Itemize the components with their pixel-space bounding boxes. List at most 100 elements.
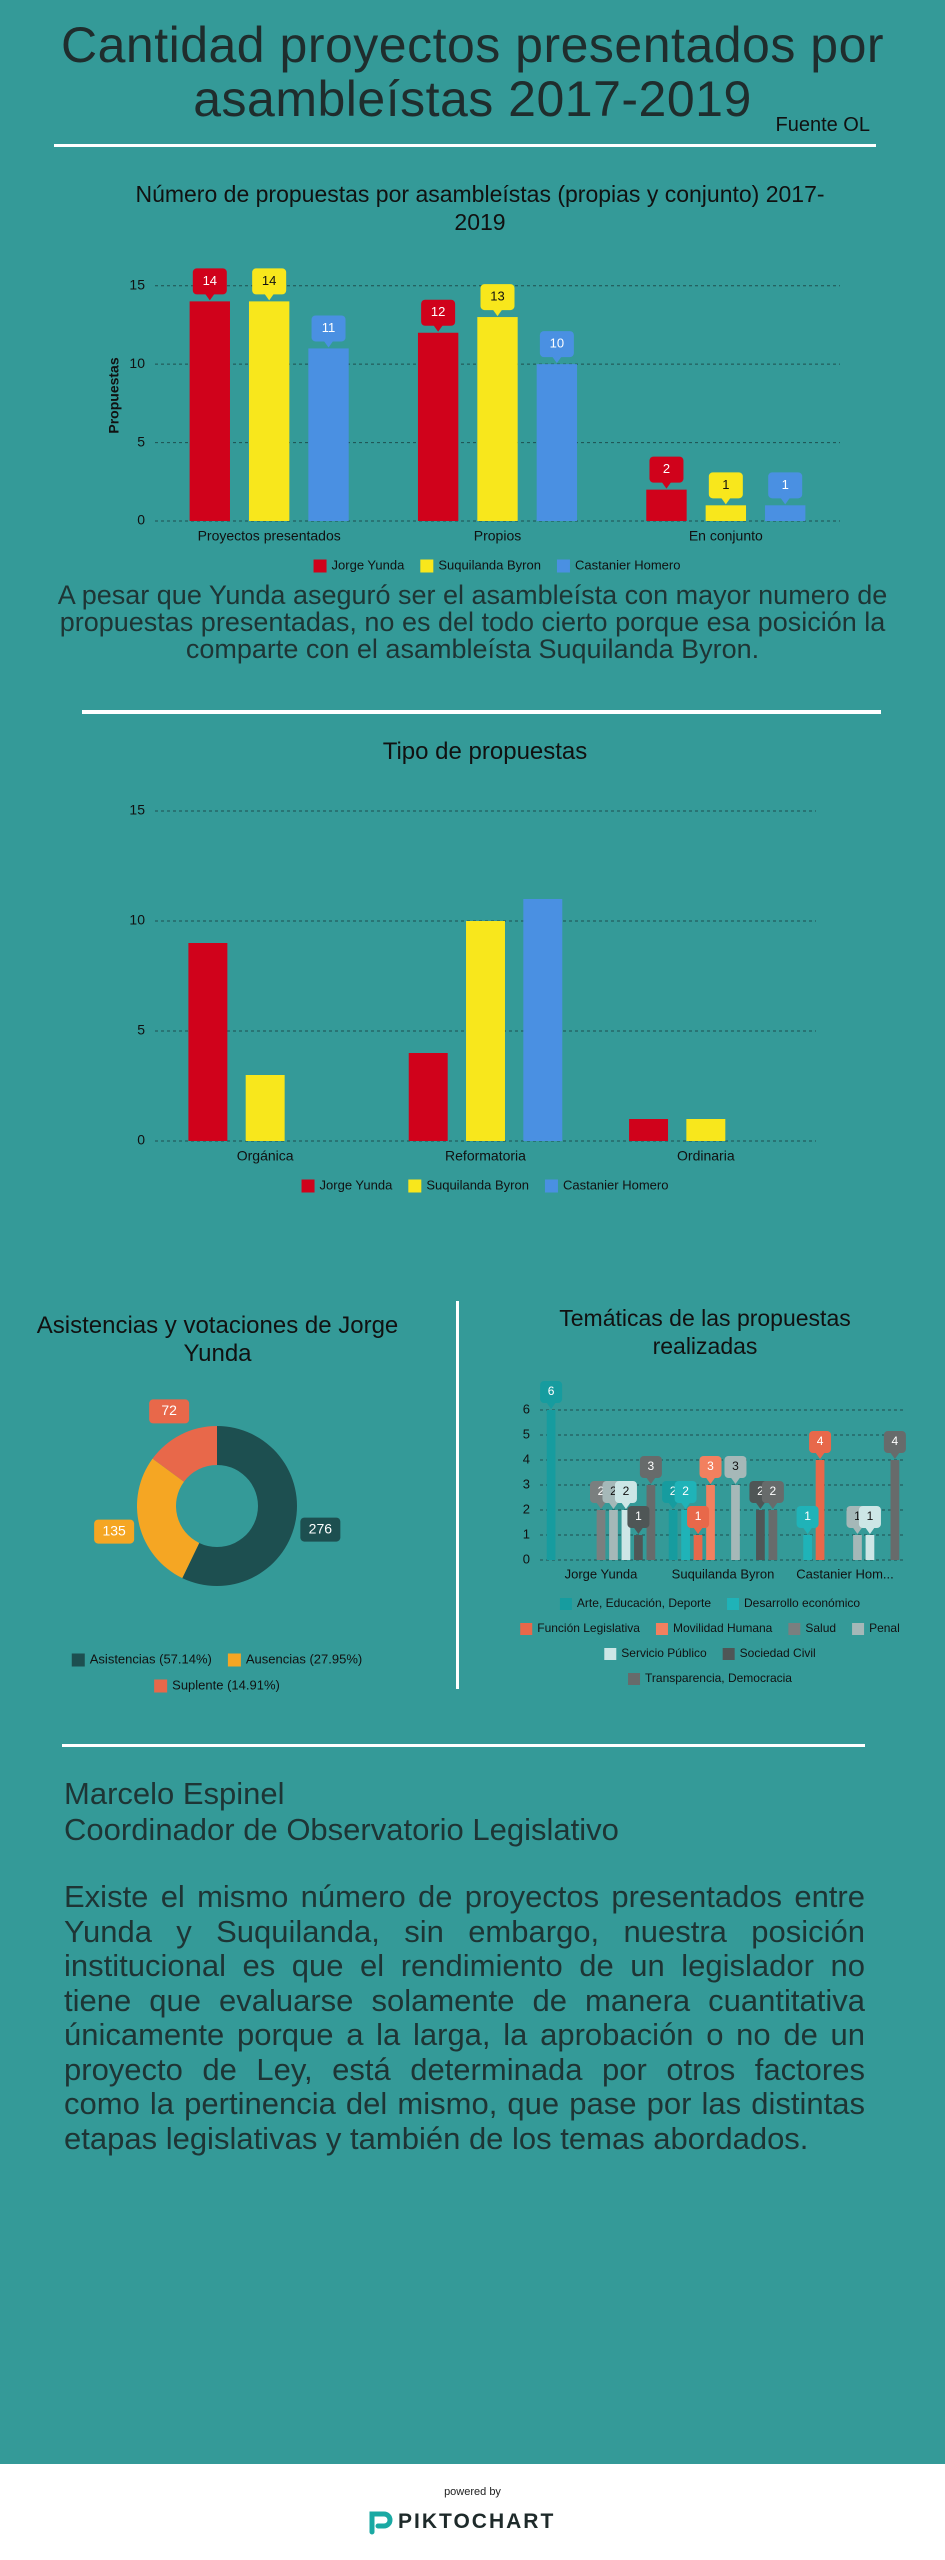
data-label-box [149, 1399, 190, 1424]
divider [54, 144, 876, 147]
bar [408, 1053, 448, 1141]
data-label: 2 [770, 1484, 777, 1498]
divider [82, 710, 881, 714]
x-tick-label: Orgánica [237, 1148, 294, 1164]
legend-swatch [727, 1598, 740, 1610]
bar [188, 943, 228, 1141]
legend-swatch [227, 1653, 241, 1667]
legend-label: Jorge Yunda [332, 557, 406, 572]
data-label-box [627, 1506, 650, 1528]
legend-swatch [520, 1623, 533, 1635]
author-role: Coordinador de Observatorio Legislativo [64, 1812, 619, 1847]
data-labels: 276 135 72 [94, 1399, 341, 1544]
legend-item: Suquilanda Byron [420, 557, 541, 573]
legend-swatch [655, 1623, 668, 1635]
legend-item: Castanier Homero [556, 557, 681, 573]
legend-swatch [544, 1179, 558, 1193]
legend-item: Servicio Público [604, 1646, 707, 1660]
bar [308, 348, 349, 521]
chart-title: Número de propuestas por asambleístas (p… [135, 181, 825, 235]
data-label-box [883, 1431, 906, 1453]
data-label-pointer [720, 497, 731, 505]
bar [865, 1535, 875, 1560]
legend-label: Castanier Homero [575, 557, 681, 572]
data-label-pointer [852, 1527, 863, 1534]
x-tick-label: Castanier Hom... [796, 1566, 894, 1581]
bar [803, 1535, 812, 1560]
y-tick-label: 4 [523, 1451, 530, 1466]
legend-label: Penal [869, 1621, 900, 1635]
bar [646, 489, 687, 521]
data-label: 3 [732, 1459, 739, 1473]
bar [853, 1535, 862, 1560]
y-tick-label: 5 [137, 1022, 145, 1038]
bar [706, 1485, 715, 1560]
legend-item: Transparencia, Democracia [628, 1671, 792, 1685]
page-title: Cantidad proyectos presentados por asamb… [60, 17, 885, 127]
data-label-pointer [780, 497, 791, 505]
legend-item: Función Legislativa [520, 1621, 640, 1635]
data-label-pointer [693, 1527, 704, 1534]
y-tick-label: 15 [129, 276, 145, 292]
author-name: Marcelo Espinel [64, 1776, 285, 1811]
data-label-box [724, 1456, 747, 1478]
footer: powered by PIKTOCHART [0, 2464, 945, 2560]
data-label-pointer [705, 1477, 716, 1484]
legend-label: Arte, Educación, Deporte [577, 1596, 711, 1610]
legend-label: Ausencias (27.95%) [246, 1651, 362, 1666]
data-label-pointer [551, 356, 562, 364]
data-label: 6 [548, 1384, 555, 1398]
legend-label: Servicio Público [621, 1646, 707, 1660]
bar [609, 1510, 618, 1560]
bar [629, 1119, 669, 1141]
powered-by: powered by [444, 2486, 501, 2498]
data-label-pointer [661, 481, 672, 489]
bar [523, 899, 563, 1141]
data-label: 1 [804, 1509, 811, 1523]
data-label-pointer [680, 1502, 691, 1509]
bar [890, 1460, 900, 1560]
data-label: 11 [322, 320, 336, 335]
legend-item: Arte, Educación, Deporte [559, 1596, 711, 1610]
data-label-box [708, 472, 743, 499]
legend-item: Desarrollo económico [727, 1596, 860, 1610]
data-label: 2 [757, 1484, 764, 1498]
legend-item: Penal [852, 1621, 900, 1635]
bar [621, 1510, 631, 1560]
bar [686, 1119, 726, 1141]
legend-swatch [301, 1179, 315, 1193]
data-label-box [192, 268, 227, 295]
legend-label: Asistencias (57.14%) [90, 1651, 212, 1666]
data-label-pointer [802, 1527, 813, 1534]
data-label: 135 [102, 1522, 126, 1538]
data-label-box [94, 1519, 135, 1544]
data-label-pointer [596, 1502, 606, 1509]
legend-swatch [559, 1598, 572, 1610]
data-label: 1 [782, 477, 789, 492]
chart-title: Tipo de propuestas [382, 738, 588, 765]
legend-label: Sociedad Civil [740, 1646, 816, 1660]
data-label: 1 [635, 1509, 642, 1523]
data-label-pointer [889, 1452, 900, 1459]
commentary: A pesar que Yunda aseguró ser el asamble… [57, 580, 888, 664]
bar [646, 1485, 656, 1560]
donut-segment [182, 1426, 298, 1587]
data-label: 12 [431, 304, 445, 319]
data-label-box [796, 1506, 819, 1528]
y-tick-label: 0 [137, 1132, 145, 1148]
legend-label: Suquilanda Byron [438, 557, 541, 572]
legend-swatch [788, 1623, 801, 1635]
legend-label: Movilidad Humana [673, 1621, 773, 1635]
x-tick-label: Suquilanda Byron [672, 1566, 775, 1581]
bar [668, 1510, 678, 1560]
data-label: 1 [867, 1509, 874, 1523]
legend-swatch [604, 1648, 617, 1660]
legend-label: Jorge Yunda [320, 1177, 394, 1192]
legend-item: Jorge Yunda [301, 1177, 394, 1193]
divider [456, 1301, 459, 1689]
chart-title: Asistencias y votaciones de Jorge Yunda [36, 1312, 399, 1367]
data-label-pointer [546, 1402, 557, 1409]
data-label: 10 [550, 336, 564, 351]
data-label: 2 [670, 1484, 677, 1498]
